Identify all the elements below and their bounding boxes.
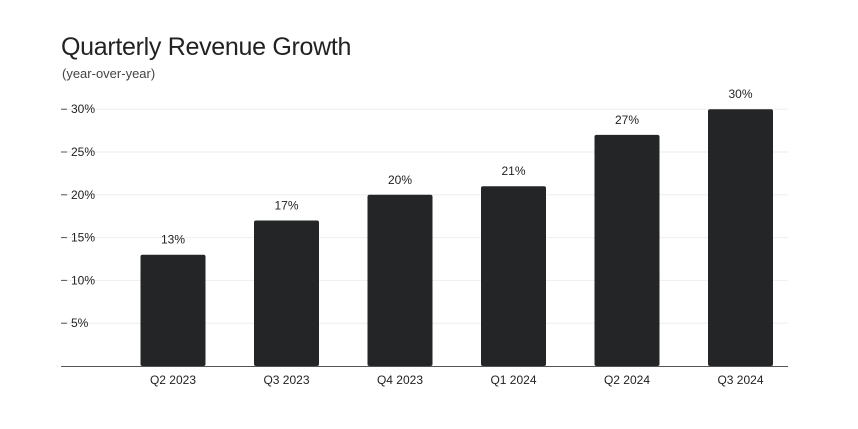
x-tick-label: Q2 2023 xyxy=(150,373,196,387)
x-tick-label: Q3 2024 xyxy=(717,373,763,387)
x-tick-label: Q3 2023 xyxy=(263,373,309,387)
y-tick-label: 10% xyxy=(71,273,95,287)
data-label: 17% xyxy=(274,198,298,212)
data-label: 20% xyxy=(388,173,412,187)
bar xyxy=(481,186,546,366)
data-label: 27% xyxy=(615,113,639,127)
bar xyxy=(594,134,660,366)
y-tick-label: 30% xyxy=(71,102,95,116)
x-tick-label: Q2 2024 xyxy=(604,373,650,387)
bar xyxy=(367,194,433,366)
bar xyxy=(254,220,319,366)
chart-subtitle: (year-over-year) xyxy=(62,66,156,81)
y-tick-label: 20% xyxy=(71,188,95,202)
y-tick-label: 15% xyxy=(71,231,95,245)
data-label: 30% xyxy=(728,87,752,101)
chart-title: Quarterly Revenue Growth xyxy=(61,33,352,61)
x-tick-label: Q4 2023 xyxy=(377,373,423,387)
y-tick-label: 25% xyxy=(71,145,95,159)
x-tick-label: Q1 2024 xyxy=(490,373,536,387)
bar xyxy=(708,109,773,366)
data-label: 21% xyxy=(501,164,525,178)
bar xyxy=(140,254,206,366)
data-label: 13% xyxy=(161,233,185,247)
y-tick-label: 5% xyxy=(71,316,89,330)
